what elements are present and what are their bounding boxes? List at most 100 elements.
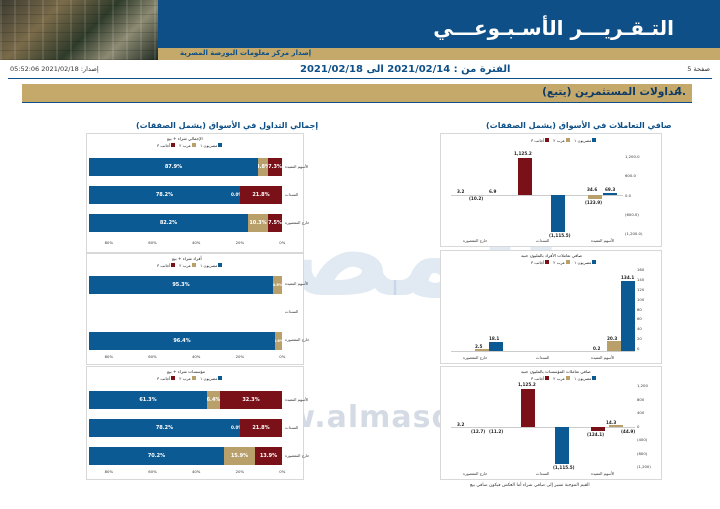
group-label: السندات <box>536 471 550 476</box>
right-chart-2-title: صافي تعاملات الأفراد بالمليون جنيه <box>521 253 583 258</box>
bar-segment-foreign: 13.9% <box>255 447 282 465</box>
column-bar-arab <box>607 341 621 351</box>
bar-segment-foreign: 32.3% <box>220 391 282 409</box>
legend-item-arab: عرب ٢ <box>553 138 571 143</box>
stacked-row: 87.9% 4.8% 7.3% <box>89 158 282 176</box>
issued-date: إصدار: 2021/02/18 05:52:06 <box>10 65 99 73</box>
left-chart-3-legend: مصريون ١ عرب ٢ أجانب ٣ <box>157 376 223 381</box>
legend-item-egyptian: مصريون ١ <box>200 143 223 148</box>
legend-item-arab: عرب ٢ <box>179 263 197 268</box>
section-number: 4. <box>674 86 686 98</box>
legend-item-foreign: أجانب ٣ <box>531 138 550 143</box>
row-label: خارج المقصورة <box>285 220 310 225</box>
bar-segment-arab: 3.6% <box>275 332 282 350</box>
bar-segment-egyptian: 95.3% <box>89 276 273 294</box>
x-axis: 80% 60% 40% 20% 0% <box>87 354 303 359</box>
stacked-row: 61.3% 6.4% 32.3% <box>89 391 282 409</box>
legend-swatch-blue <box>218 376 223 380</box>
y-tick: 100 <box>637 296 645 302</box>
data-label: (44.9) <box>621 429 636 434</box>
section-bar <box>22 84 692 102</box>
data-label: (1,115.5) <box>549 233 571 238</box>
data-label: 1,125.2 <box>518 382 536 387</box>
section-title: تداولات المستثمرين (يتبع) <box>542 86 678 98</box>
waterfall-bar-foreign <box>521 389 535 427</box>
legend-swatch-blue <box>218 263 223 267</box>
y-tick: 160 <box>637 267 645 272</box>
x-tick: 80% <box>104 240 114 245</box>
zero-line <box>451 351 635 352</box>
left-chart-1: الإجمالي شراء + بيع مصريون ١ عرب ٢ أجانب… <box>86 133 309 253</box>
data-label: (11.2) <box>489 429 504 434</box>
waterfall-bar-foreign <box>591 427 605 431</box>
column-bar-egyptian <box>621 281 635 351</box>
row-label: الأسهم المقيدة <box>285 397 309 402</box>
left-chart-2-title: أفراد شراء + بيع <box>172 256 202 261</box>
zero-line <box>451 195 623 196</box>
y-tick: (1,200) <box>637 464 651 469</box>
right-chart-2: صافي تعاملات الأفراد بالمليون جنيه مصريو… <box>440 250 662 364</box>
group-label: خارج المقصورة <box>463 355 488 360</box>
legend-item-foreign: أجانب ٣ <box>157 263 176 268</box>
legend-swatch-tan <box>192 263 197 267</box>
legend-item-foreign: أجانب ٣ <box>531 376 550 381</box>
x-tick: 0% <box>279 240 286 245</box>
left-chart-1-legend: مصريون ١ عرب ٢ أجانب ٣ <box>157 143 223 148</box>
legend-item-egyptian: مصريون ١ <box>574 376 597 381</box>
data-label: 14.3 <box>606 420 617 425</box>
header-rule <box>8 78 712 79</box>
legend-item-arab: عرب ٢ <box>553 376 571 381</box>
legend-swatch-maroon <box>171 143 176 147</box>
group-label: الأسهم المقيدة <box>591 471 615 476</box>
row-label: خارج المقصورة <box>285 337 310 342</box>
data-label: (1,115.5) <box>553 465 575 470</box>
right-chart-3-title: صافي تعاملات المؤسسات بالمليون جنيه <box>521 369 591 374</box>
legend-swatch-maroon <box>545 138 550 142</box>
legend-swatch-blue <box>592 138 597 142</box>
bar-segment-arab: 6.4% <box>207 391 220 409</box>
data-label: (12.7) <box>471 429 486 434</box>
legend-item-egyptian: مصريون ١ <box>574 260 597 265</box>
column-bar-egyptian <box>489 342 503 351</box>
y-tick: 0.0 <box>625 192 632 198</box>
bar-segment-arab: 4.8% <box>258 158 268 176</box>
bar-segment-egyptian: 61.3% <box>89 391 207 409</box>
legend-swatch-tan <box>566 260 571 264</box>
y-axis: 1,200 800 400 0 (400) (800) (1,200) <box>637 383 651 469</box>
column-bar-arab <box>475 349 489 351</box>
x-tick: 0% <box>279 469 286 474</box>
row-label: الأسهم المقيدة <box>285 164 309 169</box>
x-tick: 60% <box>148 354 157 359</box>
bar-segment-egyptian: 87.9% <box>89 158 258 176</box>
zero-line <box>451 427 635 428</box>
right-chart-1: مصريون ١ عرب ٢ أجانب ٣ 1,200.0 600.0 0.0… <box>440 133 662 247</box>
data-label: 134.1 <box>621 275 635 280</box>
legend-swatch-maroon <box>545 260 550 264</box>
report-title: التـقـريـــر الأسـبـوعـــي <box>433 16 674 40</box>
period-range: الفترة من : 2021/02/14 الى 2021/02/18 <box>300 64 511 75</box>
x-axis: 80% 60% 40% 20% 0% <box>87 240 303 245</box>
legend-swatch-tan <box>192 143 197 147</box>
page-number: صفحة 5 <box>687 65 710 73</box>
group-label: الأسهم المقيدة <box>591 355 615 360</box>
legend-item-foreign: أجانب ٣ <box>157 143 176 148</box>
bar-segment-egyptian: 70.2% <box>89 447 224 465</box>
legend-item-arab: عرب ٢ <box>179 376 197 381</box>
data-label: 69.3 <box>605 187 616 192</box>
data-label: 20.3 <box>607 336 618 341</box>
legend-swatch-blue <box>218 143 223 147</box>
y-tick: 800 <box>637 396 645 402</box>
legend-swatch-maroon <box>171 263 176 267</box>
row-label: السندات <box>285 192 299 197</box>
x-tick: 60% <box>148 469 157 474</box>
right-chart-2-legend: مصريون ١ عرب ٢ أجانب ٣ <box>531 260 597 265</box>
bar-segment-foreign: 7.5% <box>268 214 282 232</box>
data-label: 3.2 <box>457 422 465 427</box>
stacked-row: 82.2% 10.3% 7.5% <box>89 214 282 232</box>
bar-segment-egyptian: 96.4% <box>89 332 275 350</box>
x-tick: 20% <box>235 469 245 474</box>
left-chart-2-legend: مصريون ١ عرب ٢ أجانب ٣ <box>157 263 223 268</box>
data-label: 6.9 <box>489 189 497 194</box>
row-label: الأسهم المقيدة <box>285 281 309 286</box>
y-tick: 600.0 <box>625 173 636 179</box>
